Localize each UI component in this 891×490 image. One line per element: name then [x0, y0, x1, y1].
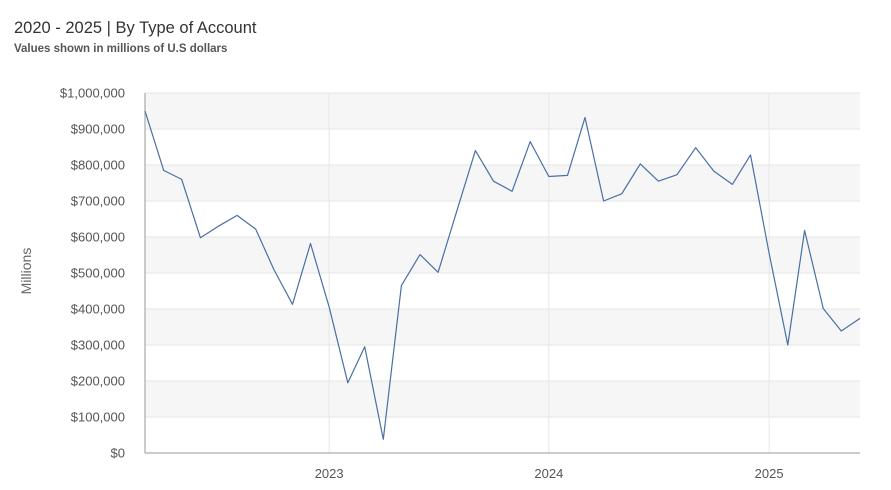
grid-band: [145, 309, 860, 345]
grid-band: [145, 93, 860, 129]
axes: [144, 93, 860, 454]
y-tick-label: $100,000: [71, 410, 125, 425]
x-tick-label: 2025: [755, 466, 784, 481]
horizontal-gridlines: [145, 92, 860, 418]
y-tick-label: $0: [111, 446, 125, 461]
plot-background-bands: [145, 93, 860, 417]
y-tick-label: $300,000: [71, 338, 125, 353]
grid-band: [145, 381, 860, 417]
y-tick-label: $700,000: [71, 194, 125, 209]
y-tick-labels: $0 $100,000 $200,000 $300,000 $400,000 $500,0…: [60, 86, 125, 461]
y-tick-label: $600,000: [71, 230, 125, 245]
x-tick-label: 2023: [315, 466, 344, 481]
y-tick-label: $800,000: [71, 158, 125, 173]
vertical-gridlines: [328, 93, 770, 453]
y-tick-label: $500,000: [71, 266, 125, 281]
chart-title: 2020 - 2025 | By Type of Account: [14, 19, 257, 37]
y-tick-label: $1,000,000: [60, 86, 125, 101]
chart-subtitle: Values shown in millions of U.S dollars: [14, 43, 228, 55]
y-axis-title: Millions: [18, 248, 34, 295]
grid-band: [145, 237, 860, 273]
series-line[interactable]: [144, 110, 861, 440]
grid-band: [145, 165, 860, 201]
y-tick-label: $200,000: [71, 374, 125, 389]
y-tick-label: $900,000: [71, 122, 125, 137]
series-lines: [144, 110, 861, 440]
y-tick-label: $400,000: [71, 302, 125, 317]
x-tick-labels: 2023 2024 2025: [315, 466, 784, 481]
x-tick-label: 2024: [534, 466, 563, 481]
